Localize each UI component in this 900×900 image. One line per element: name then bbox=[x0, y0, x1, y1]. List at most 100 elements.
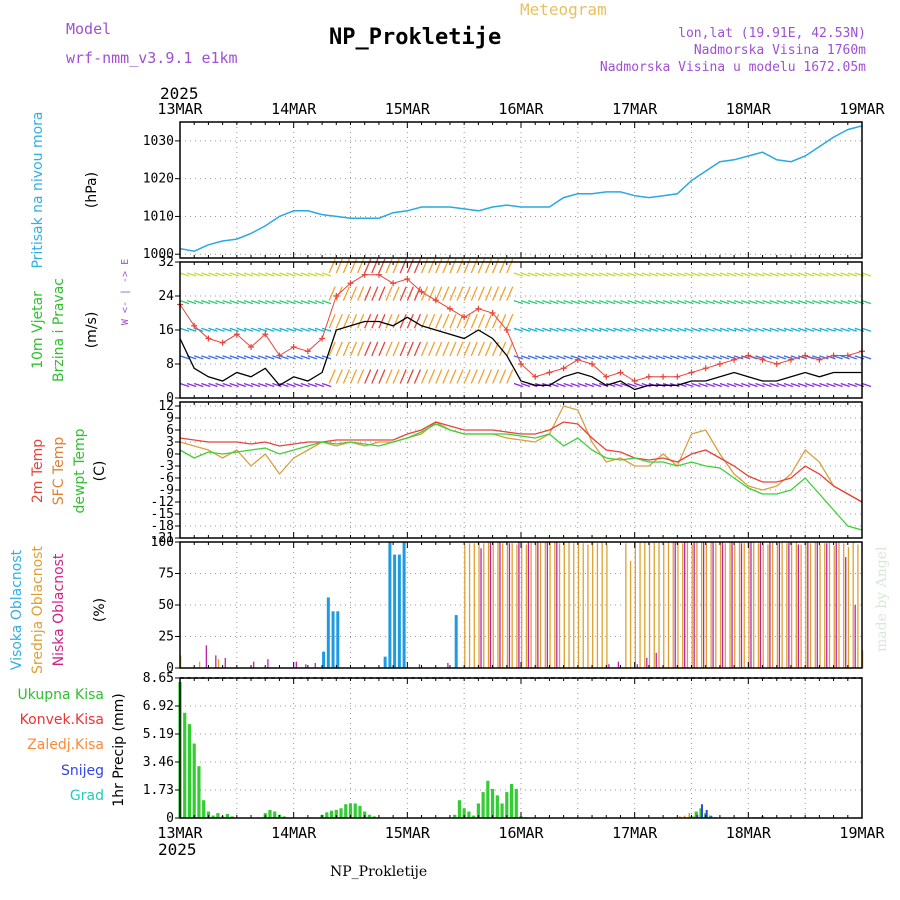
ytick-label: 100 bbox=[151, 535, 174, 550]
wind-barb bbox=[620, 355, 630, 360]
low-cloud-bar bbox=[253, 661, 255, 668]
wind-barb bbox=[194, 300, 204, 305]
wind-barb bbox=[847, 300, 857, 305]
mid-cloud-bar bbox=[577, 542, 580, 668]
wind-barb bbox=[208, 327, 218, 332]
data-layer bbox=[177, 125, 872, 818]
wind-barb bbox=[215, 300, 225, 305]
mid-cloud-bar bbox=[672, 542, 674, 668]
wind-barb bbox=[335, 313, 343, 329]
wind-barb bbox=[627, 382, 637, 388]
gust-marker bbox=[446, 305, 453, 312]
precip-total-bar bbox=[211, 815, 215, 818]
wind-barb bbox=[776, 382, 786, 388]
precip-total-bar bbox=[183, 712, 187, 818]
precip-snow-bar bbox=[696, 814, 699, 818]
gust-marker bbox=[475, 305, 482, 312]
low-cloud-bar bbox=[295, 661, 297, 668]
wind-barb bbox=[349, 341, 358, 357]
wind-barb bbox=[506, 313, 514, 329]
wind-barb bbox=[705, 382, 715, 388]
wind-barb bbox=[385, 313, 393, 329]
wind-barb bbox=[506, 369, 514, 384]
xtick-label-bottom: 18MAR bbox=[726, 824, 772, 842]
wind-barb bbox=[328, 313, 336, 329]
wind-barb bbox=[677, 300, 687, 305]
precip-total-bar bbox=[372, 816, 376, 818]
wind-barb bbox=[342, 286, 350, 301]
wind-barb bbox=[449, 286, 457, 301]
low-cloud-bar bbox=[835, 542, 837, 668]
cloud-unit: (%) bbox=[92, 598, 108, 622]
temp-ylabel-1: 2m Temp bbox=[30, 439, 46, 503]
wind-barb bbox=[556, 300, 566, 305]
wind-barb bbox=[627, 272, 637, 277]
wind-barb bbox=[286, 327, 296, 332]
wind-barb bbox=[812, 327, 822, 332]
low-cloud-bar bbox=[489, 542, 492, 668]
ytick-label: -9 bbox=[158, 483, 174, 498]
wind-barb bbox=[748, 272, 758, 277]
wind-barb bbox=[406, 258, 414, 274]
wind-barb bbox=[712, 355, 723, 360]
wind-barb bbox=[577, 300, 588, 305]
low-cloud-bar bbox=[721, 542, 724, 668]
wind-barb bbox=[470, 286, 478, 301]
wind-barb bbox=[705, 300, 715, 305]
wind-barb bbox=[726, 327, 737, 332]
footer-title: NP_Prokletije bbox=[330, 864, 427, 880]
elevation-text: Nadmorska Visina 1760m bbox=[694, 43, 866, 58]
wind-barb bbox=[208, 355, 218, 360]
low-cloud-bar bbox=[797, 544, 799, 668]
wind-barb bbox=[357, 313, 365, 329]
wind-barb bbox=[194, 382, 204, 388]
wind-barb bbox=[236, 382, 247, 388]
ytick-label: 8.65 bbox=[143, 671, 174, 686]
mid-cloud-bar bbox=[828, 542, 831, 668]
gust-marker bbox=[290, 344, 297, 350]
wind-barb bbox=[804, 327, 815, 332]
xtick-label-top: 13MAR bbox=[157, 100, 203, 118]
low-cloud-bar bbox=[224, 657, 226, 668]
gust-marker bbox=[503, 327, 510, 333]
wind-barb bbox=[726, 300, 737, 305]
ytick-label: 8 bbox=[166, 357, 174, 372]
mid-cloud-bar bbox=[734, 544, 736, 668]
mid-cloud-bar bbox=[772, 542, 774, 668]
wind-barb bbox=[733, 355, 744, 360]
mid-cloud-bar bbox=[511, 543, 513, 668]
wind-barb bbox=[342, 258, 350, 274]
low-cloud-bar bbox=[508, 543, 511, 668]
wind-barb bbox=[484, 286, 493, 301]
wind-barb bbox=[648, 355, 659, 360]
low-cloud-bar bbox=[788, 542, 790, 668]
wind-barb bbox=[243, 355, 254, 360]
wind-barb bbox=[563, 327, 573, 332]
wind-barb bbox=[406, 286, 414, 301]
wind-barb bbox=[179, 382, 190, 388]
gust-marker bbox=[688, 369, 695, 376]
wind-barb bbox=[215, 382, 225, 388]
wind-barb bbox=[691, 272, 701, 277]
wind-barb bbox=[812, 300, 822, 305]
mid-cloud-bar bbox=[833, 545, 835, 668]
wind-barb bbox=[847, 355, 857, 360]
wind-barb bbox=[491, 286, 500, 301]
high-cloud-bar bbox=[397, 554, 401, 668]
gust-marker bbox=[603, 373, 610, 380]
gust-marker bbox=[319, 335, 326, 342]
precip-total-bar bbox=[476, 803, 480, 818]
low-cloud-bar bbox=[778, 542, 781, 668]
wind-barb bbox=[293, 355, 303, 360]
wind-barb bbox=[527, 300, 538, 305]
gust-marker bbox=[773, 361, 780, 367]
wind-barb bbox=[741, 272, 751, 277]
wind-barb bbox=[484, 341, 493, 357]
ytick-label: 12 bbox=[158, 399, 174, 414]
low-cloud-bar bbox=[617, 661, 620, 668]
wind-barb bbox=[762, 300, 772, 305]
precip-total-bar bbox=[197, 766, 201, 818]
gust-marker bbox=[802, 352, 809, 359]
mid-cloud-bar bbox=[757, 543, 760, 668]
